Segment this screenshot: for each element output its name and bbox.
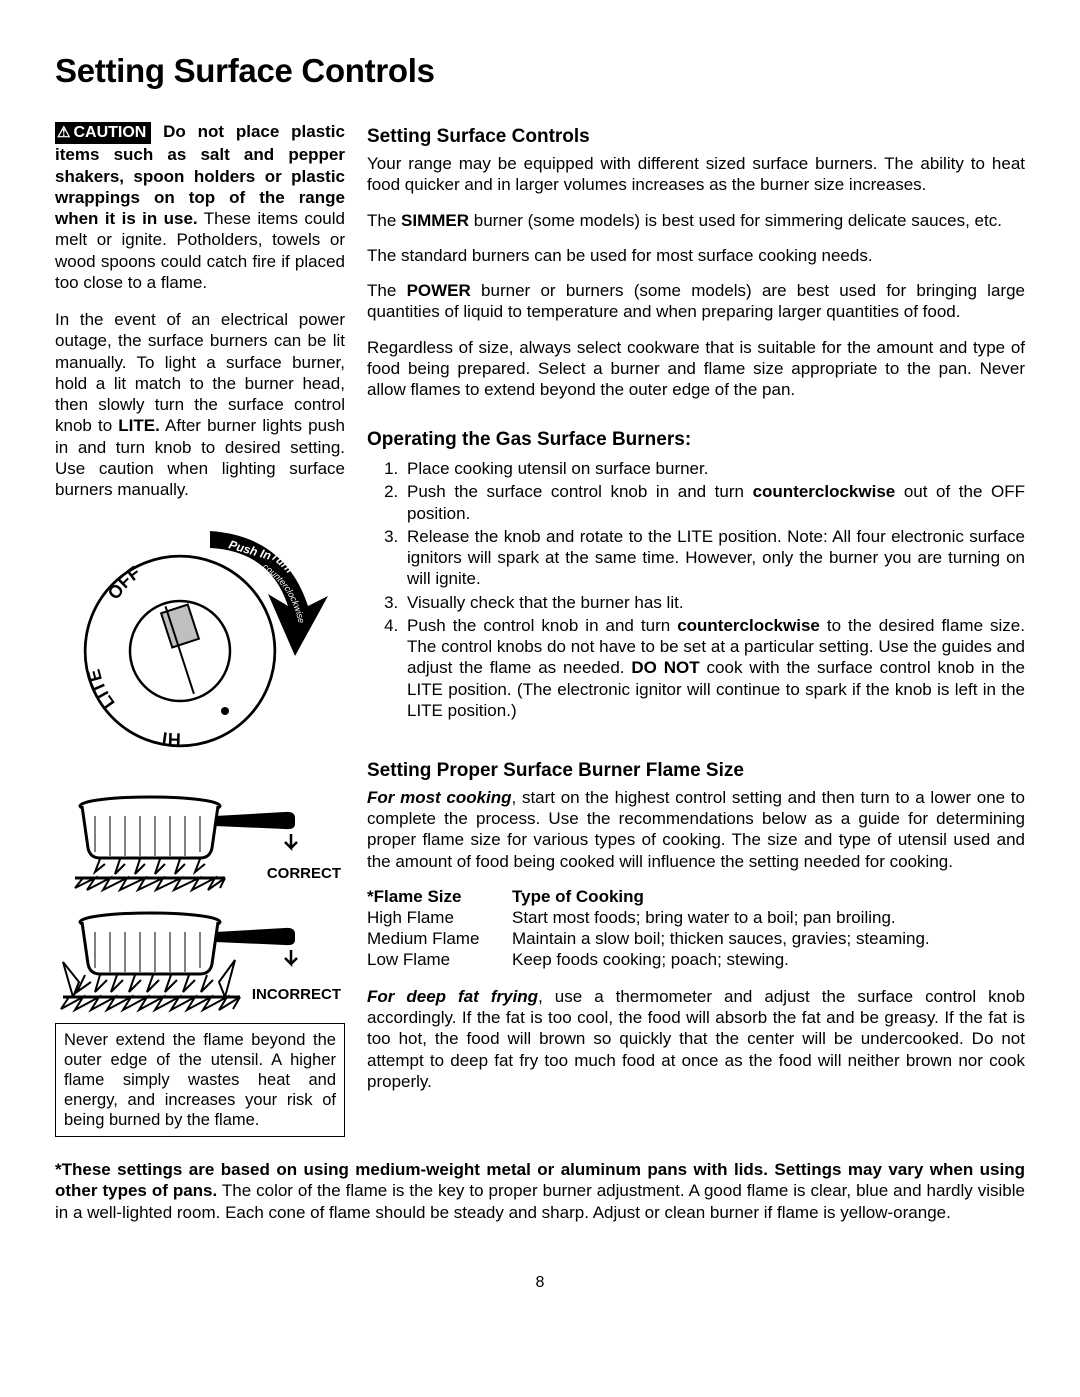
table-r3c1: Low Flame [367,949,512,970]
deep-fry-paragraph: For deep fat frying, use a thermometer a… [367,986,1025,1092]
table-r1c2: Start most foods; bring water to a boil;… [512,907,1025,928]
caution-badge: CAUTION [55,122,151,144]
step-3b: Visually check that the burner has lit. [403,592,1025,613]
heading-operating: Operating the Gas Surface Burners: [367,428,1025,452]
knob-diagram: OFF LITE HI Push In Turn counterclockwis… [55,516,345,761]
left-column: CAUTION Do not place plastic items such … [55,121,345,1137]
step-1: Place cooking utensil on surface burner. [403,458,1025,479]
simmer-paragraph: The SIMMER burner (some models) is best … [367,210,1025,231]
cookware-paragraph: Regardless of size, always select cookwa… [367,337,1025,401]
table-r3c2: Keep foods cooking; poach; stewing. [512,949,1025,970]
footnote: *These settings are based on using mediu… [55,1159,1025,1223]
svg-text:HI: HI [161,728,181,749]
operating-steps: Place cooking utensil on surface burner.… [367,458,1025,721]
power-paragraph: The POWER burner or burners (some models… [367,280,1025,323]
most-cooking-paragraph: For most cooking, start on the highest c… [367,787,1025,872]
heading-flame-size: Setting Proper Surface Burner Flame Size [367,759,1025,783]
table-r2c2: Maintain a slow boil; thicken sauces, gr… [512,928,1025,949]
step-2: Push the surface control knob in and tur… [403,481,1025,524]
flame-size-table: *Flame Size High Flame Medium Flame Low … [367,886,1025,970]
page-number: 8 [55,1273,1025,1293]
manual-light-paragraph: In the event of an electrical power outa… [55,309,345,500]
table-head-2: Type of Cooking [512,887,644,906]
right-column: Setting Surface Controls Your range may … [367,121,1025,1137]
flame-note-box: Never extend the flame beyond the outer … [55,1023,345,1138]
standard-paragraph: The standard burners can be used for mos… [367,245,1025,266]
table-r1c1: High Flame [367,907,512,928]
step-4: Push the control knob in and turn counte… [403,615,1025,721]
table-r2c1: Medium Flame [367,928,512,949]
correct-pan-diagram: CORRECT [55,786,345,884]
table-head-1: *Flame Size [367,887,462,906]
intro-paragraph: Your range may be equipped with differen… [367,153,1025,196]
page-title: Setting Surface Controls [55,50,1025,91]
incorrect-pan-diagram: INCORRECT [55,902,345,1005]
caution-paragraph: CAUTION Do not place plastic items such … [55,121,345,293]
step-3: Release the knob and rotate to the LITE … [403,526,1025,590]
heading-controls: Setting Surface Controls [367,125,1025,149]
